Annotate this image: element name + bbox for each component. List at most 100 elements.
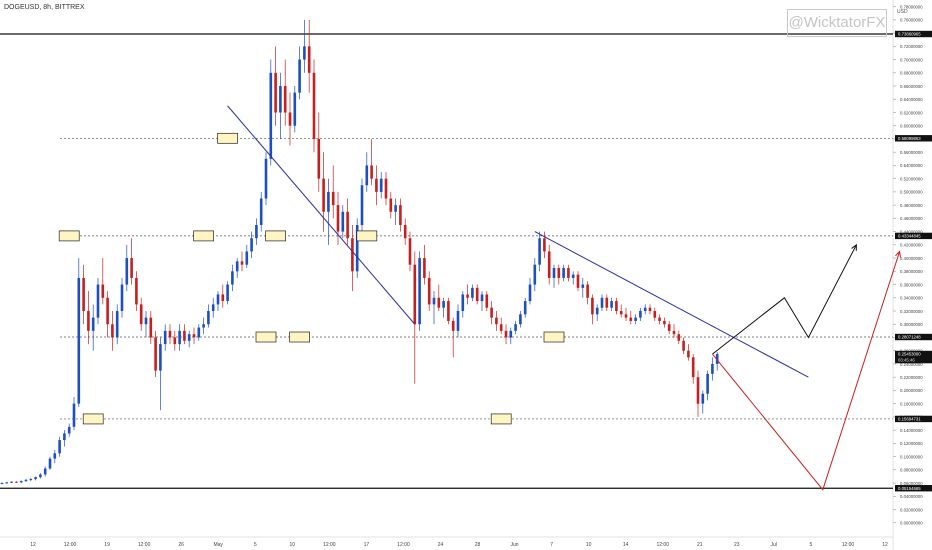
y-tick-label: 0.56000000: [900, 150, 923, 155]
candle: [317, 112, 321, 192]
y-tick-label: 0.78000000: [900, 4, 923, 9]
candle: [418, 251, 421, 331]
candle-body: [442, 301, 445, 308]
candle-body: [168, 330, 172, 338]
candle-body: [403, 224, 407, 239]
level-tag-label: 0.73860965: [898, 32, 921, 37]
y-tick-label: 0.60000000: [900, 124, 923, 129]
candle-body: [667, 324, 671, 331]
candle-body: [413, 264, 417, 325]
candle-body: [48, 458, 52, 469]
candle-body: [519, 314, 522, 325]
y-tick-label: 0.68000000: [900, 71, 923, 76]
candle-body: [624, 314, 628, 318]
candle-body: [605, 297, 609, 308]
candle: [442, 297, 445, 318]
candle-body: [696, 377, 700, 404]
candle-body: [15, 481, 18, 483]
candle-body: [471, 287, 474, 298]
candle-body: [298, 59, 301, 93]
candle-body: [375, 178, 378, 192]
trendline: [534, 231, 809, 378]
candle-body: [96, 284, 100, 318]
candle-body: [552, 268, 556, 278]
candle-body: [567, 268, 570, 278]
candle: [87, 291, 90, 345]
candle: [605, 294, 609, 312]
candle: [653, 307, 657, 321]
candle-body: [591, 297, 594, 315]
candle-body: [423, 258, 426, 278]
candle: [39, 473, 42, 479]
watermark: @WicktatorFX: [787, 9, 887, 37]
zone-box: [255, 331, 277, 343]
candle: [159, 337, 162, 411]
candle-body: [307, 46, 311, 73]
x-tick-label: May: [213, 542, 223, 548]
candle-body: [255, 224, 258, 239]
level-tag: [895, 415, 932, 423]
candle: [58, 436, 61, 457]
candle: [567, 264, 570, 282]
x-tick-label: 19: [104, 542, 110, 548]
zone-box: [265, 230, 286, 242]
candle: [715, 352, 719, 371]
projection-down: [712, 251, 901, 491]
y-tick-label: 0.00000000: [900, 521, 923, 526]
candle-body: [543, 238, 546, 252]
candle: [336, 191, 340, 245]
candle-body: [711, 363, 714, 374]
x-tick-label: 28: [475, 542, 481, 548]
candle: [235, 258, 239, 278]
zone-box: [490, 413, 512, 425]
candle-body: [341, 211, 345, 232]
candle: [221, 284, 225, 308]
candle: [581, 277, 585, 298]
candle: [255, 218, 258, 245]
candle: [562, 264, 565, 282]
candle-body: [432, 297, 436, 305]
candle: [432, 291, 436, 325]
candle: [231, 264, 234, 292]
candle: [375, 165, 378, 206]
candle: [63, 430, 66, 447]
current-price-tag: [895, 350, 932, 364]
y-tick-label: 0.30000000: [900, 322, 923, 327]
candle: [48, 456, 52, 470]
candle: [389, 191, 393, 219]
candle: [600, 294, 604, 312]
candle-body: [226, 284, 229, 302]
candle: [67, 423, 71, 437]
candle-body: [197, 327, 201, 338]
candle-body: [10, 481, 13, 483]
candle: [615, 297, 618, 315]
candle-body: [24, 479, 28, 482]
y-tick-label: 0.38000000: [900, 269, 923, 274]
candle-body: [384, 178, 388, 199]
candle: [192, 327, 196, 345]
candle-body: [389, 198, 393, 212]
y-tick-label: 0.12000000: [900, 441, 923, 446]
candle: [591, 294, 594, 325]
level-tag-label: 0.05154665: [898, 486, 921, 491]
candle-body: [283, 86, 287, 113]
candle: [331, 165, 335, 219]
candle: [82, 264, 85, 325]
candle: [154, 330, 157, 378]
candle-body: [615, 301, 618, 312]
y-tick-label: 0.72000000: [900, 44, 923, 49]
level-tag: [895, 333, 932, 341]
candle-body: [490, 307, 493, 318]
candle-body: [63, 433, 66, 441]
candle-body: [135, 277, 138, 305]
candle: [523, 297, 527, 318]
candle: [648, 304, 652, 315]
x-tick-label: 7: [550, 542, 553, 548]
y-tick-label: 0.44000000: [900, 229, 923, 234]
projection-up: [712, 244, 857, 355]
candle: [139, 297, 143, 331]
zone-box: [217, 132, 238, 144]
candle-body: [303, 46, 306, 60]
candle: [187, 330, 191, 348]
